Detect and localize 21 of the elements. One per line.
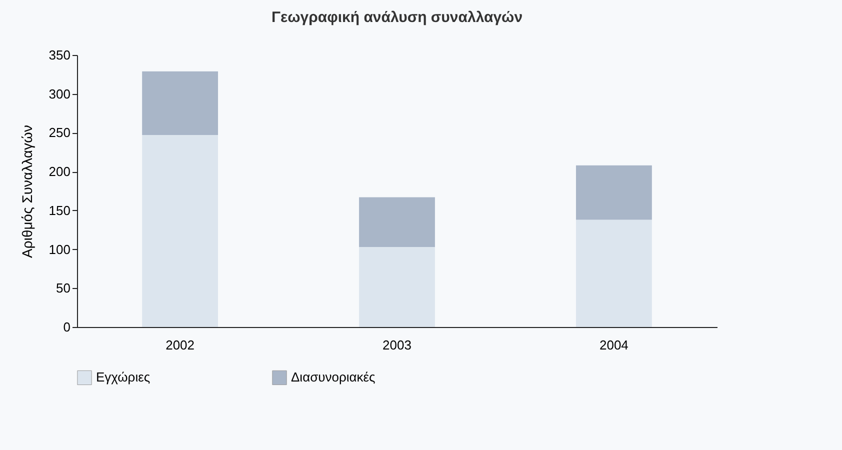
legend-label: Διασυνοριακές xyxy=(291,370,376,385)
legend-label: Εγχώριες xyxy=(96,370,150,385)
bar xyxy=(576,165,652,220)
x-tick-label: 2004 xyxy=(599,338,628,352)
x-tick-label: 2003 xyxy=(382,338,412,352)
y-tick-label: 100 xyxy=(48,242,70,257)
bar xyxy=(359,197,435,247)
y-tick-label: 350 xyxy=(48,48,70,62)
y-tick-label: 200 xyxy=(48,164,70,180)
chart-title: Γεωγραφική ανάλυση συναλλαγών xyxy=(271,9,523,26)
bar xyxy=(576,220,652,327)
bar xyxy=(142,71,218,136)
y-tick-label: 150 xyxy=(48,202,70,218)
y-axis-title: Αριθμός Συναλλαγών xyxy=(18,125,35,258)
y-tick-label: 250 xyxy=(48,125,70,140)
bar xyxy=(359,246,435,327)
x-tick-label: 2002 xyxy=(166,338,195,352)
y-tick-label: 50 xyxy=(56,280,70,296)
y-tick-label: 300 xyxy=(48,86,70,102)
y-tick-label: 0 xyxy=(63,320,70,334)
bar xyxy=(142,135,218,327)
